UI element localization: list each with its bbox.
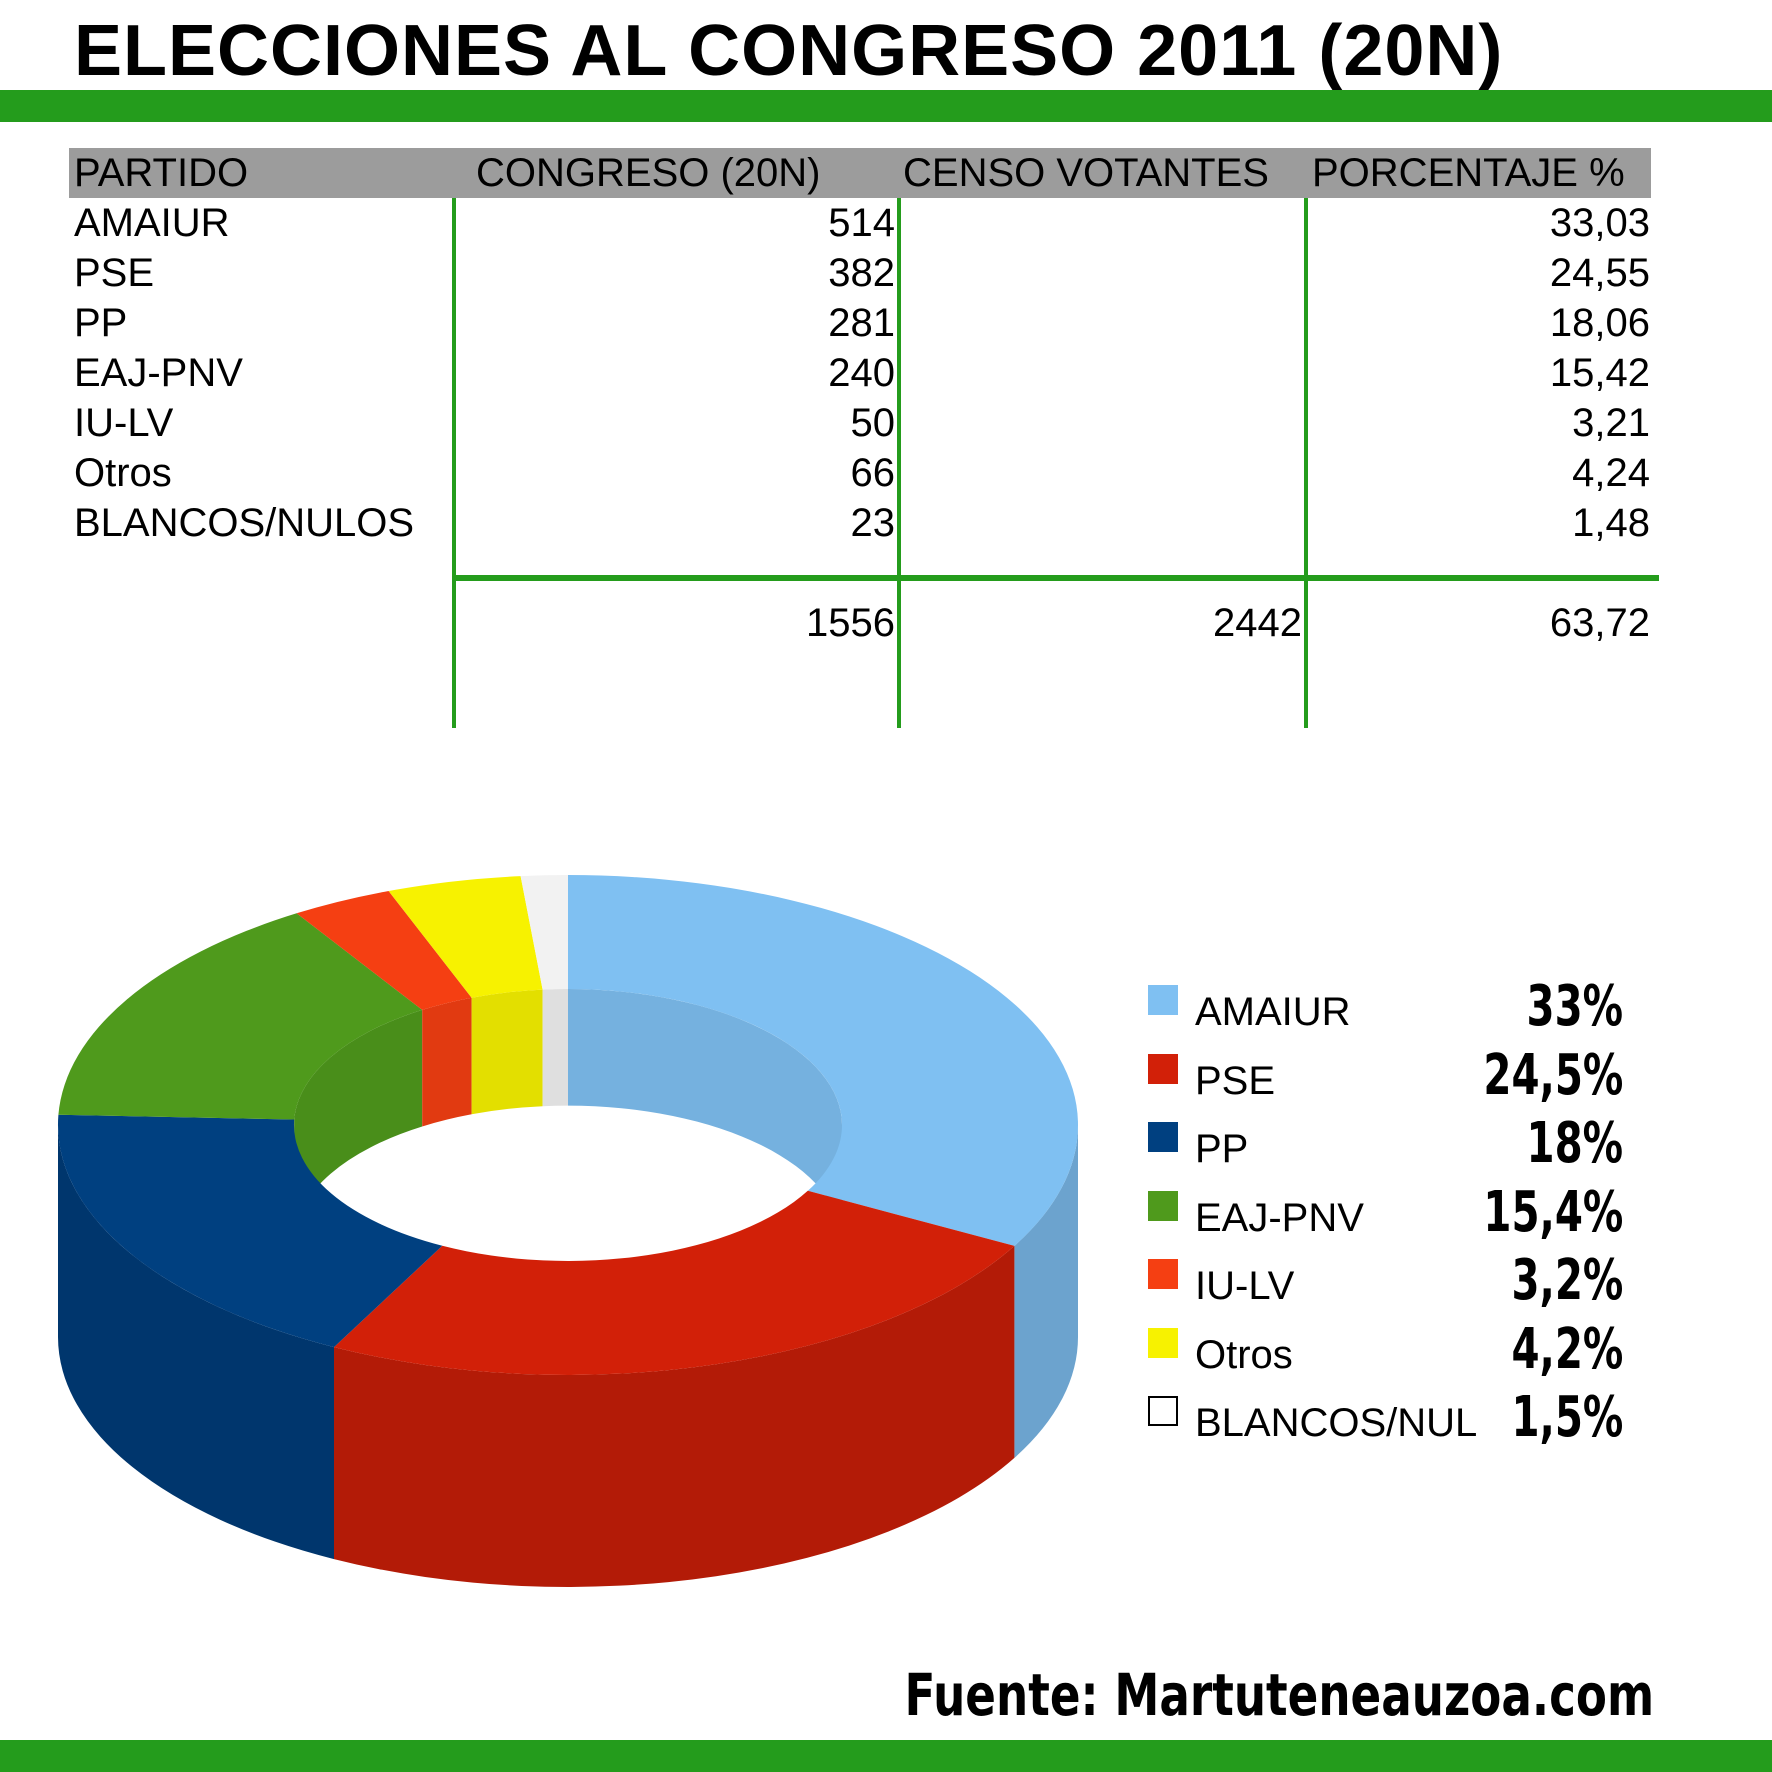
legend-swatch xyxy=(1148,1053,1178,1084)
legend-percentage: 1,5% xyxy=(1511,1385,1623,1450)
donut-chart xyxy=(57,875,1079,1587)
legend-percentage: 15,4% xyxy=(1483,1179,1623,1245)
bottom-divider-bar xyxy=(0,1740,1772,1772)
total-census: 2442 xyxy=(1213,601,1302,645)
legend-label: BLANCOS/NUL xyxy=(1195,1401,1478,1445)
donut-inner-wall xyxy=(471,989,543,1115)
table-cell-percentage: 3,21 xyxy=(1572,401,1650,445)
column-divider xyxy=(897,198,901,728)
donut-inner-wall xyxy=(542,989,568,1107)
donut-slice-iu-lv xyxy=(296,891,472,1010)
header-censo: CENSO VOTANTES xyxy=(903,151,1269,195)
donut-inner-wall xyxy=(294,1009,423,1237)
donut-inner-wall xyxy=(568,989,842,1242)
top-divider-bar xyxy=(0,90,1772,122)
legend-swatch xyxy=(1148,1190,1178,1221)
donut-side-amaiur xyxy=(1014,1125,1079,1458)
legend-percentage: 33% xyxy=(1526,974,1623,1039)
legend-label: EAJ-PNV xyxy=(1195,1195,1364,1240)
table-cell-percentage: 18,06 xyxy=(1549,301,1650,345)
donut-slice-amaiur xyxy=(568,875,1079,1246)
legend-swatch xyxy=(1148,1396,1178,1426)
table-cell-party: BLANCOS/NULOS xyxy=(74,501,415,545)
table-cell-votes: 382 xyxy=(828,251,895,295)
header-partido: PARTIDO xyxy=(74,151,249,195)
table-cell-percentage: 15,42 xyxy=(1549,351,1650,395)
legend-percentage: 4,2% xyxy=(1511,1316,1623,1382)
column-divider xyxy=(452,198,456,728)
legend-percentage: 18% xyxy=(1526,1111,1623,1176)
donut-inner-wall xyxy=(422,997,472,1127)
table-cell-percentage: 1,48 xyxy=(1572,501,1650,545)
donut-slice-pse xyxy=(334,1190,1015,1375)
legend-label: AMAIUR xyxy=(1195,990,1351,1034)
table-cell-percentage: 24,55 xyxy=(1549,251,1650,295)
table-cell-percentage: 33,03 xyxy=(1549,201,1650,245)
donut-slice-blancos-nul xyxy=(520,875,568,990)
table-cell-party: PP xyxy=(74,301,128,345)
table-cell-party: EAJ-PNV xyxy=(74,351,243,395)
table-cell-votes: 281 xyxy=(828,301,895,345)
table-cell-party: Otros xyxy=(74,451,172,495)
donut-side-pse xyxy=(334,1245,1015,1587)
total-percentage: 63,72 xyxy=(1549,601,1650,645)
donut-slice-eaj-pnv xyxy=(58,913,423,1120)
table-header-row xyxy=(69,148,1651,198)
legend-percentage: 3,2% xyxy=(1511,1248,1623,1313)
table-cell-votes: 50 xyxy=(850,401,896,445)
table-cell-votes: 23 xyxy=(850,501,896,545)
donut-slice-pp xyxy=(57,1114,443,1348)
donut-slice-otros xyxy=(388,876,543,998)
source-credit: Fuente: Martuteneauzoa.com xyxy=(904,1661,1654,1729)
table-cell-votes: 66 xyxy=(850,451,896,495)
column-divider xyxy=(1304,198,1308,728)
header-porcentaje: PORCENTAJE % xyxy=(1312,151,1625,195)
legend-swatch xyxy=(1148,1122,1178,1152)
table-cell-votes: 240 xyxy=(828,351,895,395)
donut-side-pp xyxy=(58,1125,334,1560)
legend-swatch xyxy=(1148,1259,1178,1289)
legend-label: Otros xyxy=(1195,1332,1293,1377)
legend-swatch xyxy=(1148,1327,1178,1358)
table-cell-votes: 514 xyxy=(828,201,895,245)
total-votes: 1556 xyxy=(806,601,895,645)
totals-divider xyxy=(453,575,1659,581)
legend-percentage: 24,5% xyxy=(1483,1042,1623,1108)
legend-swatch xyxy=(1148,985,1178,1015)
table-cell-party: IU-LV xyxy=(74,401,174,445)
legend-label: IU-LV xyxy=(1195,1264,1295,1308)
table-cell-percentage: 4,24 xyxy=(1572,451,1650,495)
page-title: ELECCIONES AL CONGRESO 2011 (20N) xyxy=(74,11,1504,91)
table-cell-party: AMAIUR xyxy=(74,201,230,245)
legend-label: PP xyxy=(1195,1127,1249,1171)
table-cell-party: PSE xyxy=(74,251,155,295)
header-congreso: CONGRESO (20N) xyxy=(476,151,821,195)
legend-label: PSE xyxy=(1195,1058,1276,1103)
